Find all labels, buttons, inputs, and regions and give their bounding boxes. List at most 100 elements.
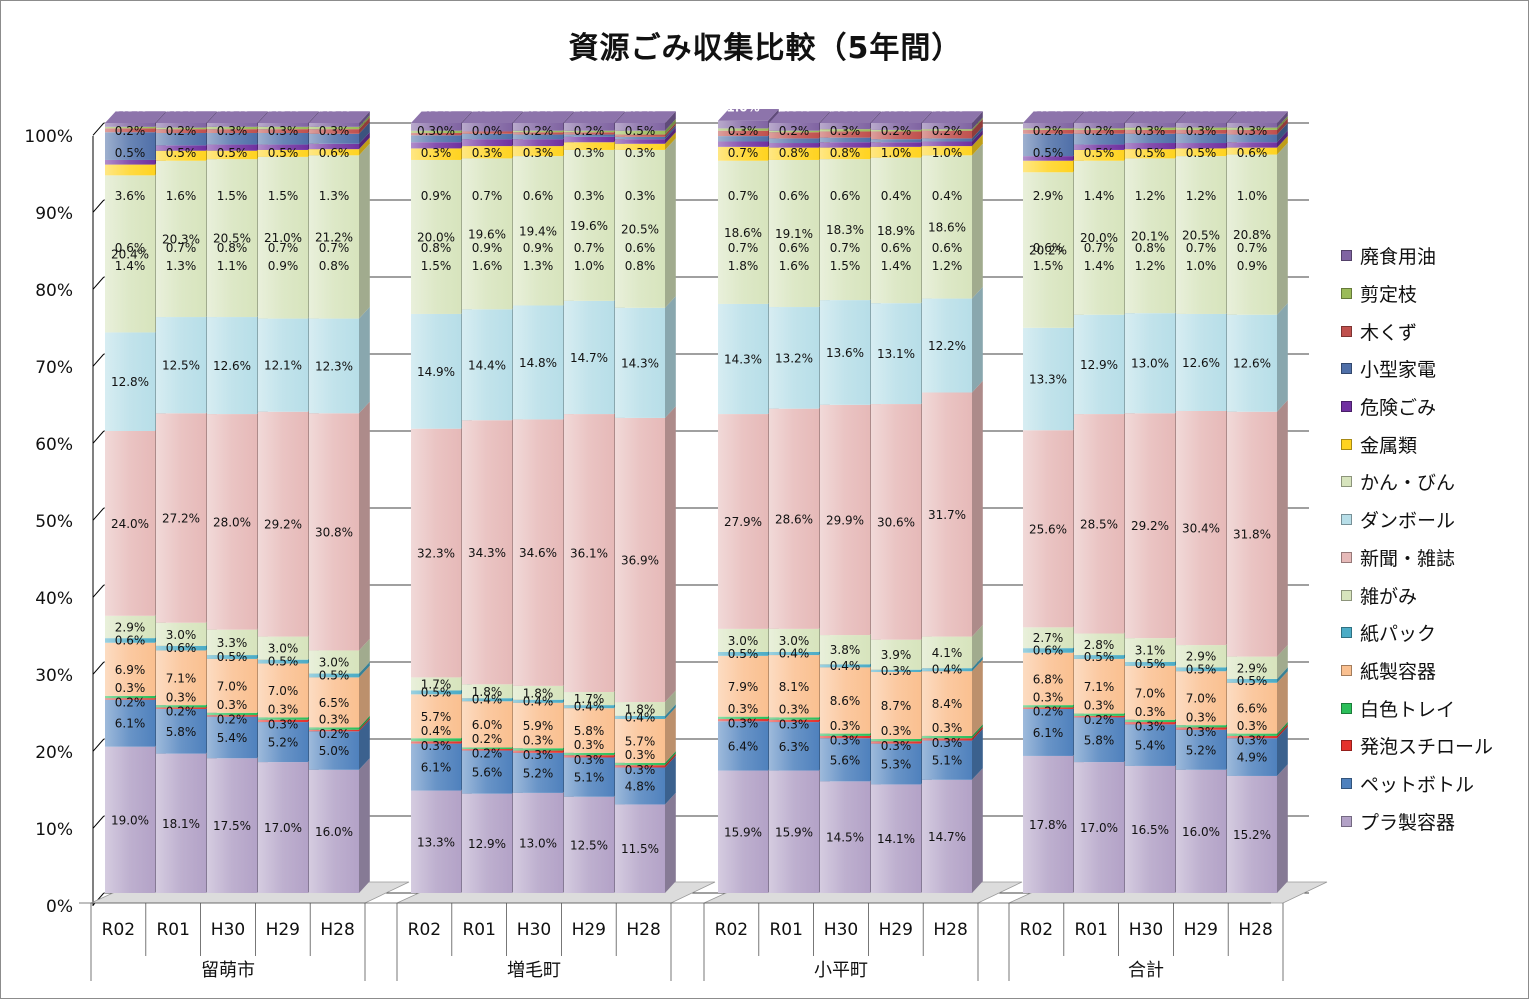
bar-segment [207,715,257,717]
group-label: 留萌市 [201,960,255,981]
bar-segment [718,128,768,131]
data-label: 7.9% [728,680,759,694]
data-label: 1.4% [881,259,912,273]
data-label: 0.7% [166,241,197,255]
bar-segment [871,743,921,785]
data-label: 0.2% [217,712,248,726]
bar-segment [564,130,614,133]
bar-segment [156,622,206,646]
y-tick-labels: 0% 10% 20% 30% 40% 50% 60% 70% 80% 90% 100% [24,127,73,917]
gridline-10 [92,122,105,136]
data-label: 14.5% [826,831,864,845]
bar-segment [769,655,819,718]
bar-segment [820,300,870,405]
bar-segment [615,149,665,308]
data-label: 20.3% [162,232,200,246]
bar-segment [718,146,768,161]
bar-segment [564,796,614,893]
data-label: 0.3% [574,738,605,752]
data-label: 29.2% [1131,519,1169,533]
x-tick-label: H30 [517,920,551,940]
bar-segment-side [972,380,983,637]
data-label: 0.7% [728,189,759,203]
x-tick-label: H29 [572,920,606,940]
bar-segment [769,717,819,720]
data-label: 28.6% [775,512,813,526]
bar-top [718,108,779,121]
bar-segment [309,677,359,728]
bar-segment-side [359,718,370,732]
bar-segment [871,139,921,143]
bar-segment-side [972,134,983,156]
bar-segment [258,411,308,637]
bar-segment [1176,129,1226,134]
bar-segment [820,129,870,132]
data-label: 0.5% [1084,650,1115,664]
bar-top [1227,111,1288,123]
data-label: 0.3% [115,681,146,695]
bar-segment [871,146,921,158]
data-label: 0.7% [1237,241,1268,255]
data-label: 1.6% [472,259,503,273]
bar-segment [411,738,461,742]
bar-segment [462,309,512,421]
data-label: 1.0% [1237,189,1268,203]
bar-segment-side [359,115,370,130]
bar-segment [769,159,819,308]
legend-item: 紙パック [1341,614,1521,652]
data-label: 0.3% [625,763,656,777]
bar-segment [156,705,206,708]
bar-segment [1227,127,1277,130]
bar-segment [1227,314,1277,412]
bar-segment [1023,648,1073,653]
legend-item: 危険ごみ [1341,388,1521,426]
bar-top [411,111,472,123]
legend-label: 紙製容器 [1360,660,1437,683]
y-tick-label: 60% [35,435,73,455]
gridline-9 [92,199,105,213]
bar-segment [820,781,870,893]
data-label: 20.5% [621,222,659,236]
bar-segment-side [972,726,983,741]
data-label: 0.6% [164,100,197,114]
data-label: 6.3% [779,740,810,754]
data-label: 2.9% [1186,650,1217,664]
data-label: 6.8% [1033,672,1064,686]
bar-segment [1176,671,1226,726]
data-label: 12.5% [570,838,608,852]
data-label: 5.8% [166,725,197,739]
data-label: 0.8% [319,259,350,273]
bar-segment-side [665,792,676,893]
data-label: 0.3% [830,124,861,138]
data-label: 27.2% [162,512,200,526]
bar-segment [871,142,921,147]
gridline-6 [92,430,105,444]
data-label: 17.0% [264,821,302,835]
data-label: 14.4% [468,358,506,372]
data-label: 18.1% [162,817,200,831]
bar-segment-side [972,656,983,672]
bar-segment [769,130,819,133]
data-label: 19.6% [468,227,506,241]
data-label: 7.0% [217,679,248,693]
data-label: 6.1% [421,761,452,775]
x-tick-label: H28 [626,920,660,940]
data-label: 0.5% [115,146,146,160]
bar-segment [309,727,359,730]
bar-segment [513,419,563,686]
bar-segment [156,129,206,134]
data-label: 0.6% [779,189,810,203]
bar-segment [258,126,308,130]
bar-segment [718,770,768,893]
bar-segment [156,123,206,128]
bar-segment [718,414,768,629]
bar-segment [207,129,257,134]
bar-segment [922,138,972,142]
data-label: 1.0% [881,146,912,160]
bar-segment [411,743,461,791]
data-label: 1.6% [166,189,197,203]
bar-top [922,111,983,123]
bar-segment [922,636,972,669]
bar-segment-side [665,704,676,719]
